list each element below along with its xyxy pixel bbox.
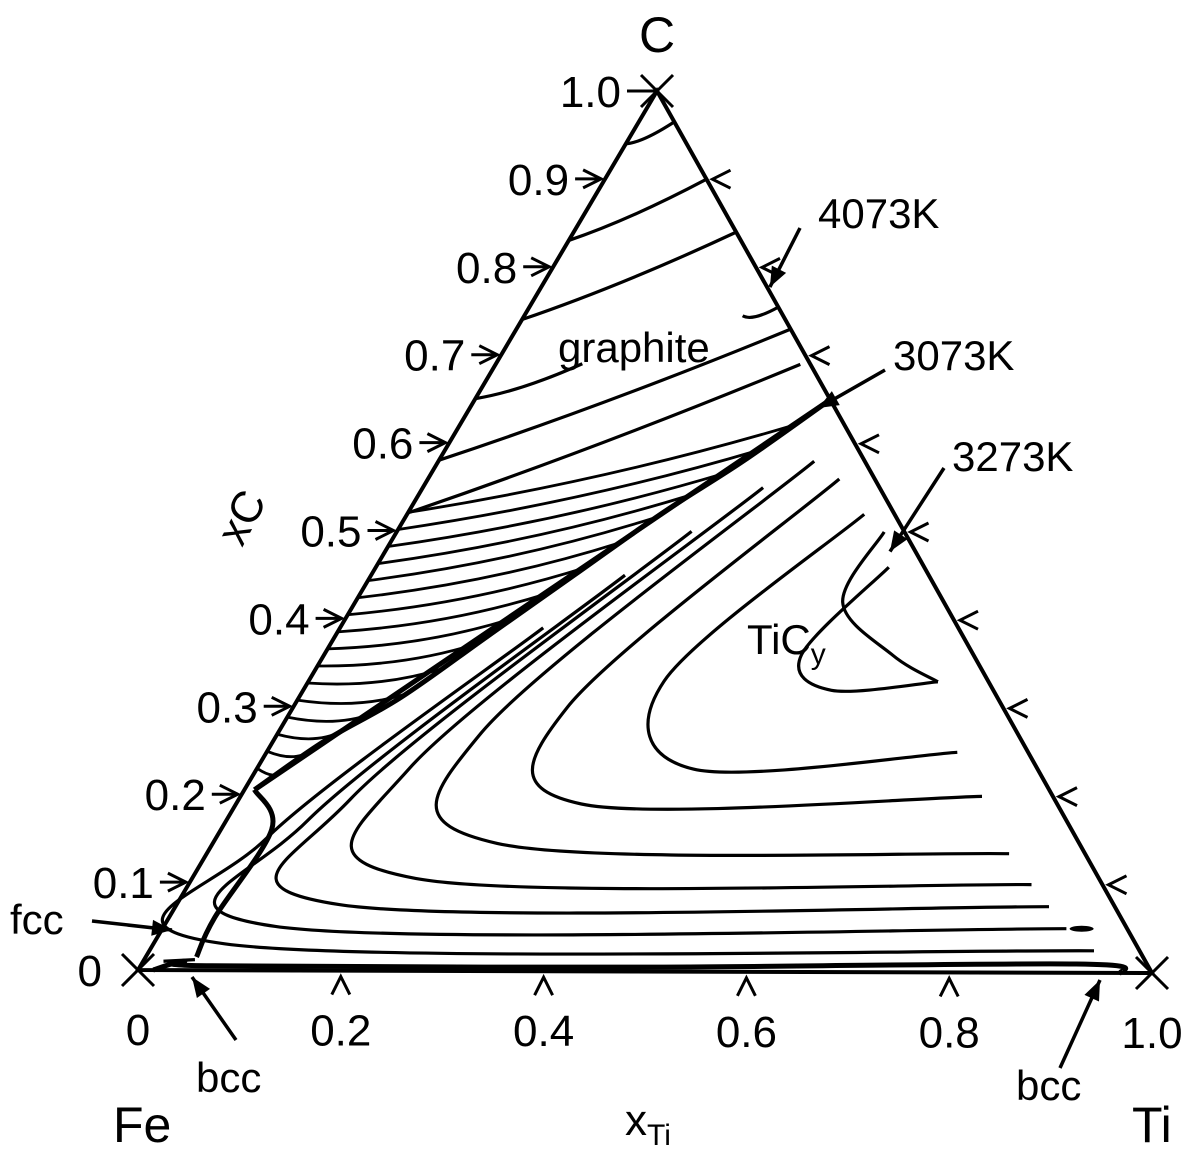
right-tick-mark — [857, 433, 880, 455]
tie-line — [307, 667, 442, 686]
axis-ticks — [120, 73, 1170, 998]
triangle-frame — [134, 86, 1156, 976]
left-tick-label: 0.6 — [352, 420, 413, 469]
phase-label-tic-subscript: y — [811, 638, 826, 671]
right-tick-mark — [907, 521, 930, 543]
right-tick-mark — [808, 345, 831, 366]
phase-label-graphite: graphite — [558, 324, 710, 371]
bottom-tick-label: 0.8 — [919, 1008, 980, 1057]
tie-line — [407, 423, 795, 514]
tic-isotherm — [646, 513, 958, 774]
left-tick-label: 0 — [78, 947, 102, 996]
annotation-4073k: 4073K — [818, 190, 939, 237]
left-tick-label: 0.3 — [197, 683, 258, 732]
x-axis-title: xTi — [625, 1096, 671, 1152]
vertex-label-titanium: Ti — [1132, 1097, 1172, 1153]
tie-line — [287, 711, 374, 723]
bottom-tick-mark — [330, 973, 352, 996]
left-tick-label: 1.0 — [560, 68, 621, 117]
tic-isotherm — [212, 573, 1067, 937]
right-tick-mark — [1105, 874, 1128, 896]
arrow-fcc-head — [151, 919, 172, 936]
bottom-tick-mark — [938, 975, 960, 998]
tie-line — [337, 591, 550, 634]
right-tick-mark — [956, 609, 979, 631]
tie-line — [387, 472, 725, 548]
arrow-bcc-left-head — [192, 977, 211, 998]
arrow-3273k-head — [889, 530, 908, 552]
tic-isotherm — [434, 460, 1010, 858]
left-tick-label: 0.5 — [300, 508, 361, 557]
y-axis-title: xC — [208, 482, 277, 552]
tic-isotherm — [274, 530, 1050, 915]
tic-isotherm — [530, 477, 983, 811]
bcc-lens-mark — [1069, 925, 1094, 932]
bottom-tick-label: 0 — [126, 1006, 150, 1055]
phase-label-tic: TiCy — [747, 616, 826, 671]
tie-line — [377, 493, 691, 565]
annotation-arrows — [91, 227, 1102, 1069]
graphite-isotherm — [438, 327, 792, 462]
x-axis-title-subscript: Ti — [647, 1119, 671, 1152]
graphite-isotherm — [568, 177, 708, 242]
tic-isotherm — [349, 486, 1032, 891]
left-tick-label: 0.4 — [248, 595, 309, 644]
bottom-tick-mark — [736, 974, 757, 997]
arrow-4073k-head — [769, 265, 787, 288]
tic-isotherm — [160, 626, 1095, 956]
tie-line — [297, 692, 406, 705]
fcc-bcc-line — [163, 958, 196, 963]
arrow-bcc-right-head — [1084, 980, 1100, 1002]
tie-line — [327, 617, 514, 651]
tie-line — [347, 566, 586, 617]
tie-line — [357, 541, 621, 600]
fcc-liquid-boundary — [194, 788, 276, 959]
tic-isotherm-3273k — [841, 531, 939, 684]
bottom-tick-label: 0.4 — [513, 1007, 574, 1056]
right-tick-mark — [1055, 786, 1078, 807]
tie-line — [367, 515, 657, 583]
bottom-tick-mark — [533, 973, 554, 996]
bottom-tick-mark — [120, 952, 156, 988]
triangle-outline — [134, 86, 1156, 976]
tie-line — [256, 767, 285, 777]
graphite-isotherm — [625, 120, 676, 146]
bottom-tick-label: 0.2 — [310, 1007, 371, 1056]
vertex-label-iron: Fe — [113, 1097, 171, 1153]
left-tick-label: 0.7 — [404, 332, 465, 381]
tie-line — [397, 448, 759, 531]
phase-label-bcc-right: bcc — [1016, 1062, 1081, 1109]
tic-isotherm — [797, 566, 939, 693]
bottom-tick-label: 0.6 — [716, 1008, 777, 1057]
phase-label-tic-main: TiC — [747, 616, 811, 663]
left-tick-label: 0.9 — [508, 156, 569, 205]
phase-label-fcc: fcc — [10, 896, 64, 943]
annotation-3273k: 3273K — [952, 433, 1073, 480]
vertex-label-carbon: C — [639, 7, 675, 63]
isotherm-curves — [152, 120, 1129, 976]
left-tick-label: 0.2 — [145, 771, 206, 820]
tie-line — [317, 642, 478, 668]
tie-line — [266, 748, 313, 759]
arrow-3073k-head — [818, 391, 840, 409]
x-axis-title-main: x — [625, 1096, 647, 1145]
graphite-isotherm — [475, 362, 583, 401]
graphite-isotherm — [407, 362, 801, 515]
bottom-tick-label: 1.0 — [1121, 1009, 1182, 1058]
annotation-3073k: 3073K — [893, 332, 1014, 379]
graphite-isotherm — [521, 230, 737, 322]
phase-label-bcc-left: bcc — [196, 1054, 261, 1101]
left-tick-label: 0.1 — [93, 859, 154, 908]
bottom-tick-mark — [1134, 955, 1170, 991]
graphite-isotherm — [741, 305, 780, 319]
left-tick-label: 0.8 — [456, 244, 517, 293]
right-tick-mark — [709, 168, 732, 190]
right-tick-mark — [1006, 698, 1029, 719]
tie-line — [276, 730, 343, 741]
